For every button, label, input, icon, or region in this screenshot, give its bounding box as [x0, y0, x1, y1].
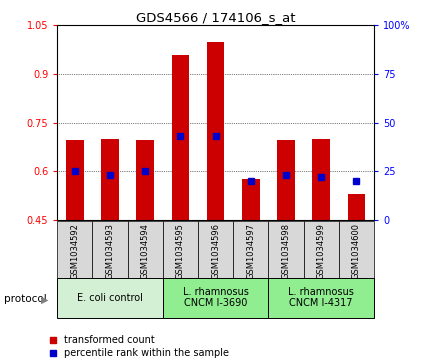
Bar [66, 140, 84, 220]
Text: L. rhamnosus
CNCM I-4317: L. rhamnosus CNCM I-4317 [288, 287, 354, 309]
Bar [339, 221, 374, 278]
Text: GSM1034592: GSM1034592 [70, 223, 79, 279]
Text: GSM1034596: GSM1034596 [211, 223, 220, 279]
Bar [233, 221, 268, 278]
Text: protocol: protocol [4, 294, 47, 305]
Text: L. rhamnosus
CNCM I-3690: L. rhamnosus CNCM I-3690 [183, 287, 249, 309]
Bar [268, 221, 304, 278]
Bar [304, 221, 339, 278]
Bar [163, 221, 198, 278]
Bar [172, 54, 189, 220]
Bar [312, 139, 330, 220]
Bar [242, 179, 260, 220]
Bar [128, 221, 163, 278]
Bar [198, 221, 233, 278]
Text: GSM1034599: GSM1034599 [317, 223, 326, 279]
Text: GSM1034597: GSM1034597 [246, 223, 255, 279]
Bar [101, 139, 119, 220]
Text: GSM1034594: GSM1034594 [141, 223, 150, 279]
Bar [277, 140, 295, 220]
Text: E. coli control: E. coli control [77, 293, 143, 303]
Bar [348, 194, 365, 220]
Bar [207, 42, 224, 220]
Bar [136, 140, 154, 220]
Bar [268, 278, 374, 318]
Title: GDS4566 / 174106_s_at: GDS4566 / 174106_s_at [136, 11, 295, 24]
Bar [57, 221, 92, 278]
Legend: transformed count, percentile rank within the sample: transformed count, percentile rank withi… [49, 335, 229, 358]
Text: GSM1034600: GSM1034600 [352, 223, 361, 279]
Text: GSM1034595: GSM1034595 [176, 223, 185, 279]
Text: ▶: ▶ [41, 294, 48, 305]
Bar [163, 278, 268, 318]
Bar [57, 278, 163, 318]
Bar [92, 221, 128, 278]
Text: GSM1034598: GSM1034598 [282, 223, 290, 279]
Text: GSM1034593: GSM1034593 [106, 223, 114, 279]
